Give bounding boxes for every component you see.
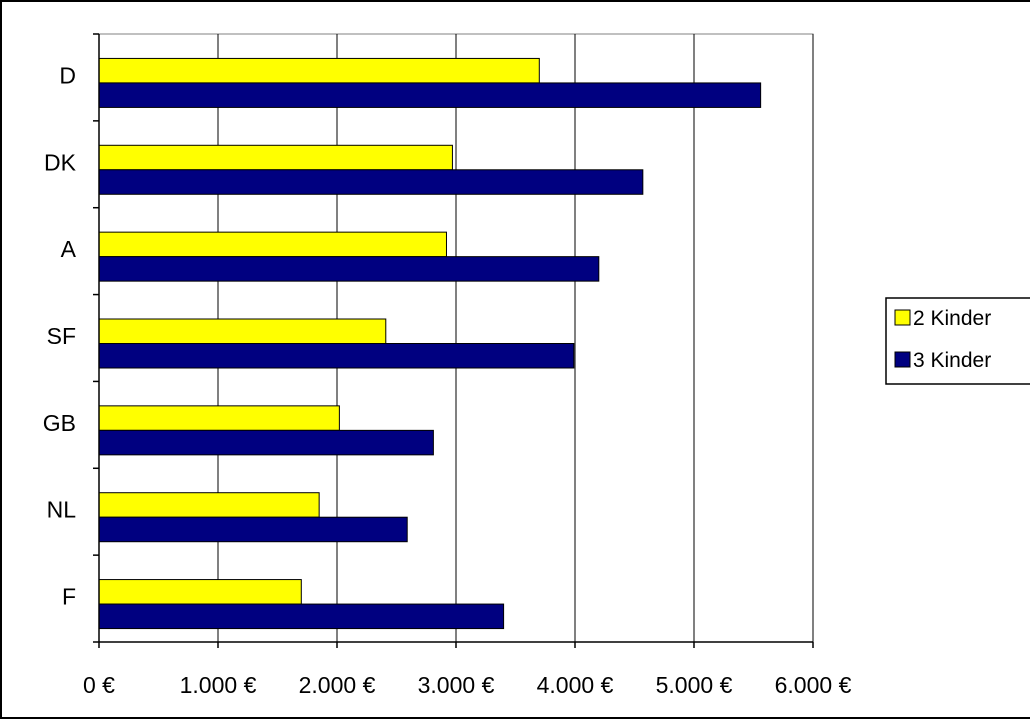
legend-label-2-kinder: 2 Kinder <box>913 307 991 330</box>
bar-2-kinder-a <box>98 231 447 258</box>
x-tick-label-2: 2.000 € <box>299 672 376 698</box>
y-tick-label-dk: DK <box>44 149 77 175</box>
x-tick-label-6: 6.000 € <box>775 672 852 698</box>
bars <box>98 57 762 630</box>
y-tick-label-gb: GB <box>43 410 76 436</box>
y-tick-labels: D DK A SF GB NL F <box>43 62 77 609</box>
bar-2-kinder-gb <box>98 405 340 431</box>
legend-swatch-2-kinder <box>894 309 911 326</box>
x-tick-label-3: 3.000 € <box>418 672 495 698</box>
bar-2-kinder-f <box>98 579 302 605</box>
x-tick-labels: 0 € 1.000 € 2.000 € 3.000 € 4.000 € 5.000 € 6.… <box>83 672 852 698</box>
bar-3-kinder-a <box>98 256 600 282</box>
legend: 2 Kinder 3 Kinder <box>885 297 1030 385</box>
y-tick-label-d: D <box>59 62 76 88</box>
legend-swatch-3-kinder <box>894 351 911 368</box>
bar-3-kinder-d <box>98 82 762 108</box>
x-tick-label-5: 5.000 € <box>656 672 733 698</box>
x-tick-label-1: 1.000 € <box>180 672 257 698</box>
x-tick-label-4: 4.000 € <box>537 672 614 698</box>
bar-3-kinder-nl <box>98 516 408 543</box>
bar-3-kinder-f <box>98 603 505 630</box>
y-tick-label-nl: NL <box>47 497 77 523</box>
x-tick-label-0: 0 € <box>83 672 115 698</box>
legend-label-3-kinder: 3 Kinder <box>913 349 991 372</box>
axes <box>93 33 814 648</box>
bar-2-kinder-nl <box>98 492 320 518</box>
bar-2-kinder-d <box>98 57 540 84</box>
y-tick-label-f: F <box>62 584 76 610</box>
bar-2-kinder-sf <box>98 318 387 344</box>
y-tick-label-sf: SF <box>47 323 76 349</box>
bar-2-kinder-dk <box>98 144 453 171</box>
bar-3-kinder-dk <box>98 169 644 195</box>
bar-3-kinder-sf <box>98 343 575 369</box>
bar-3-kinder-gb <box>98 429 434 456</box>
y-tick-label-a: A <box>61 236 77 262</box>
